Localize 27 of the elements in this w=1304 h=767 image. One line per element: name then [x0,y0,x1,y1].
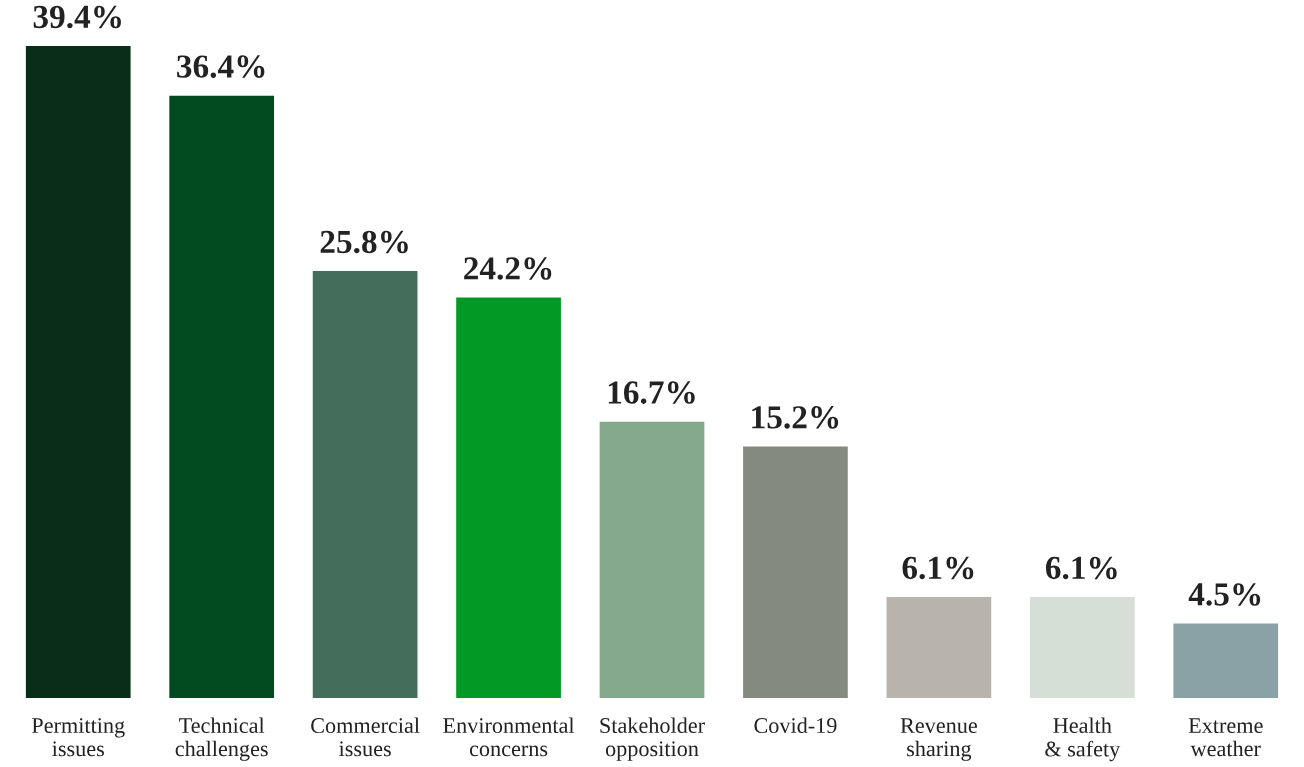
x-tick-label: Technical challenges [175,717,268,761]
data-label: 36.4% [177,55,265,78]
data-label: 25.8% [320,230,408,254]
data-label: 6.1% [902,556,974,580]
bar [1029,597,1135,698]
x-tick-label: Health & safety [1045,717,1121,762]
bar [456,297,561,698]
bar [169,95,275,698]
x-tick-label: Revenue sharing [900,718,977,761]
x-tick-label: Stakeholder opposition [600,717,705,761]
bar [312,271,418,698]
x-tick-label: Covid-19 [754,717,837,734]
x-tick-label: Extreme weather [1188,718,1263,757]
bar [1173,623,1279,698]
data-label: 6.1% [1045,556,1117,580]
bar [599,421,705,698]
bar [25,46,131,698]
data-label: 4.5% [1188,583,1261,606]
x-tick-label: Environmental concerns [443,717,575,757]
bar [743,446,848,698]
data-label: 39.4% [33,5,121,29]
data-label: 15.2% [752,406,839,429]
bar [886,597,992,698]
x-tick-label: Permitting issues [31,718,125,757]
data-label: 16.7% [608,381,695,404]
x-tick-label: Commercial issues [311,717,420,757]
data-label: 24.2% [464,257,552,280]
